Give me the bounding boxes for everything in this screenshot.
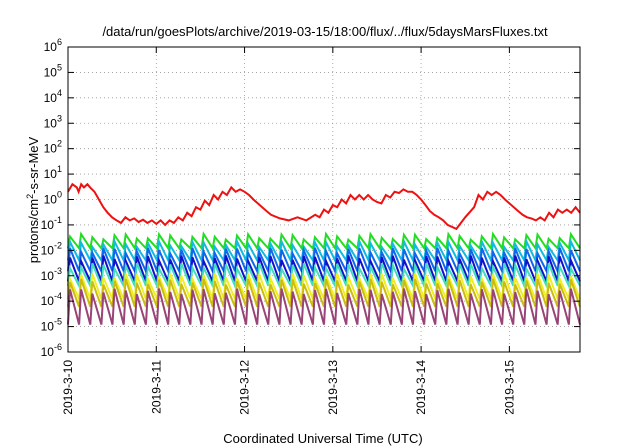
x-tick-label: 2019-3-14 (414, 360, 428, 415)
y-tick-exponent: -1 (54, 215, 62, 225)
spike-series-line-7 (67, 288, 581, 325)
y-tick-label: 10-4 (41, 291, 62, 308)
y-tick-exponent: 4 (57, 88, 62, 98)
x-tick-label: 2019-3-10 (61, 360, 75, 415)
y-tick-exponent: -4 (54, 291, 62, 301)
y-tick-exponent: 1 (57, 164, 62, 174)
x-axis-label: Coordinated Universal Time (UTC) (223, 431, 422, 446)
y-tick-label: 105 (44, 62, 62, 79)
y-axis-label-post: -s-sr-MeV (26, 136, 41, 193)
y-tick-label: 10-3 (41, 266, 62, 283)
x-tick-label: 2019-3-15 (502, 360, 516, 415)
y-tick-exponent: -3 (54, 266, 62, 276)
y-tick-label: 103 (44, 113, 62, 130)
spike-series-line-4 (67, 261, 581, 290)
series-layer (67, 182, 581, 325)
y-tick-label: 10-2 (41, 240, 62, 257)
series-line-0 (67, 182, 581, 231)
y-tick-exponent: -6 (54, 342, 62, 352)
y-axis-label-pre: protons/cm (26, 199, 41, 263)
x-tick-label: 2019-3-12 (238, 360, 252, 415)
y-axis-ticks: 10-610-510-410-310-210-11001011021031041… (41, 37, 580, 359)
x-tick-label: 2019-3-11 (149, 360, 163, 414)
spike-series-line-0 (67, 231, 581, 252)
y-axis-label-sup: 2 (25, 194, 35, 199)
y-tick-label: 10-5 (41, 317, 62, 334)
y-tick-label: 10-1 (41, 215, 62, 232)
y-tick-label: 100 (44, 190, 62, 207)
spike-series-line-1 (67, 237, 581, 264)
y-tick-label: 10-6 (41, 342, 62, 359)
y-tick-exponent: -2 (54, 240, 62, 250)
y-axis-label: protons/cm2-s-sr-MeV (25, 136, 41, 263)
y-tick-exponent: -5 (54, 317, 62, 327)
chart-title: /data/run/goesPlots/archive/2019-03-15/1… (102, 24, 548, 39)
y-tick-label: 102 (44, 139, 62, 156)
y-tick-label: 101 (44, 164, 62, 181)
y-tick-exponent: 5 (57, 62, 62, 72)
y-tick-exponent: 6 (57, 37, 62, 47)
y-tick-exponent: 2 (57, 139, 62, 149)
y-tick-label: 104 (44, 88, 62, 105)
x-axis-ticks: 2019-3-10 2019-3-11 2019-3-12 2019-3-13 2019… (61, 47, 516, 415)
y-tick-exponent: 3 (57, 113, 62, 123)
x-tick-label: 2019-3-13 (326, 360, 340, 415)
y-tick-label: 106 (44, 37, 62, 54)
y-tick-exponent: 0 (57, 190, 62, 200)
